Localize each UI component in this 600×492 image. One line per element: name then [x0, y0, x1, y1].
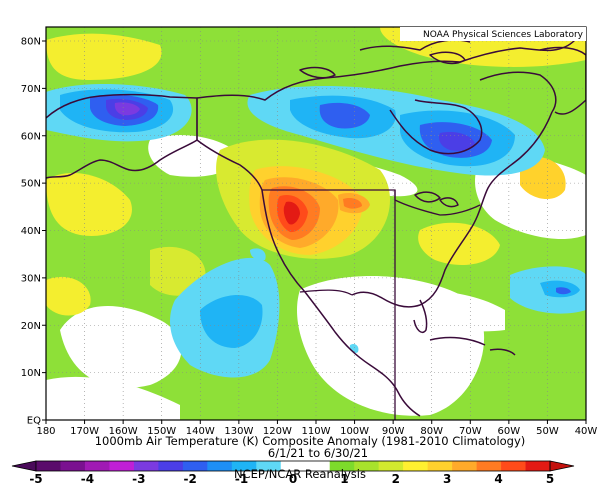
lon-tick-label: 100W — [340, 426, 369, 437]
colorbar: -5 -4 -3 -2 -1 0 1 2 3 4 5 — [11, 460, 575, 486]
source-text: NCEP/NCAR Reanalysis — [234, 467, 366, 481]
lat-tick-label: EQ — [27, 416, 41, 427]
lon-tick-label: 160W — [109, 426, 138, 437]
colorbar-swatch — [525, 461, 551, 471]
cold-canada-3 — [319, 102, 370, 129]
lat-tick-label: 10N — [21, 368, 41, 379]
colorbar-swatch — [182, 461, 208, 471]
heat-dome-6 — [283, 201, 300, 225]
lon-axis: 180 170W 160W 150W 140W 130W 120W 110W 100W 90W 80… — [36, 420, 597, 437]
colorbar-label: -3 — [132, 472, 145, 486]
colorbar-swatch — [158, 461, 184, 471]
lat-tick-label: 50N — [21, 179, 41, 190]
date-range: 6/1/21 to 6/30/21 — [268, 446, 368, 460]
borders — [196, 98, 481, 420]
lon-tick-label: 60W — [498, 426, 521, 437]
colorbar-label: 0 — [289, 472, 297, 486]
lat-tick-label: 70N — [21, 84, 41, 95]
colorbar-label: -4 — [81, 472, 94, 486]
colorbar-swatch — [354, 461, 379, 471]
colorbar-label: 2 — [392, 472, 400, 486]
neutral-patch — [60, 306, 182, 388]
colorbar-label: 4 — [494, 472, 502, 486]
warm-area — [46, 276, 91, 316]
colorbar-label: 1 — [340, 472, 348, 486]
lat-tick-label: 30N — [21, 273, 41, 284]
lon-tick-label: 130W — [224, 426, 253, 437]
cold-pacific-2 — [200, 294, 263, 348]
colorbar-swatch — [231, 461, 257, 471]
colorbar-swatch — [133, 461, 159, 471]
heat-dome-4 — [343, 197, 362, 209]
lon-tick-label: 90W — [382, 426, 405, 437]
lon-tick-label: 150W — [147, 426, 176, 437]
colorbar-swatch — [36, 461, 61, 471]
colorbar-swatch — [109, 461, 135, 471]
colorbar-swatch — [280, 461, 306, 471]
colorbar-swatch — [427, 461, 453, 471]
cold-alaska-5 — [114, 102, 140, 116]
colorbar-low-arrow — [11, 460, 37, 472]
lat-axis: EQ 10N 20N 30N 40N 50N 60N 70N 80N — [21, 37, 46, 427]
colorbar-label: 3 — [443, 472, 451, 486]
colorbar-swatch — [378, 461, 404, 471]
graticule — [46, 27, 586, 420]
warm-area — [46, 172, 132, 236]
colorbar-high-arrow — [549, 460, 575, 472]
lon-tick-label: 170W — [70, 426, 99, 437]
lat-tick-label: 80N — [21, 37, 41, 48]
lon-tick-label: 110W — [302, 426, 331, 437]
warm-area — [46, 33, 162, 80]
neutral-caribbean — [380, 291, 505, 332]
lon-tick-label: 40W — [575, 426, 598, 437]
warm-area — [418, 222, 500, 265]
colorbar-swatch — [256, 461, 282, 471]
neutral-patch — [46, 376, 180, 420]
colorbar-swatch — [501, 461, 526, 471]
lon-tick-label: 80W — [420, 426, 443, 437]
lon-tick-label: 180 — [36, 426, 55, 437]
lon-tick-label: 120W — [263, 426, 292, 437]
colorbar-swatch — [207, 461, 233, 471]
lat-tick-label: 60N — [21, 131, 41, 142]
colorbar-label: -1 — [235, 472, 248, 486]
colorbar-label: -2 — [184, 472, 197, 486]
lat-tick-label: 20N — [21, 321, 41, 332]
lon-tick-label: 50W — [536, 426, 559, 437]
colorbar-swatch — [452, 461, 477, 471]
coastlines — [46, 35, 586, 417]
cold-canada-4 — [439, 132, 475, 151]
lon-tick-label: 140W — [186, 426, 215, 437]
lat-tick-label: 40N — [21, 226, 41, 237]
cold-atlantic-3 — [556, 287, 571, 295]
colorbar-label: -5 — [29, 472, 42, 486]
credit-box — [400, 27, 586, 41]
warm-area — [150, 246, 206, 296]
colorbar-swatch — [60, 461, 86, 471]
lon-tick-label: 70W — [459, 426, 482, 437]
cold-pacific-1 — [250, 248, 266, 261]
map-title: 1000mb Air Temperature (K) Composite Ano… — [95, 434, 526, 448]
colorbar-label: 5 — [546, 472, 554, 486]
colorbar-swatch — [403, 461, 428, 471]
colorbar-swatch — [329, 461, 355, 471]
colorbar-swatch — [305, 461, 331, 471]
colorbar-swatch — [476, 461, 502, 471]
credit-text: NOAA Physical Sciences Laboratory — [423, 30, 584, 40]
colorbar-swatch — [84, 461, 110, 471]
